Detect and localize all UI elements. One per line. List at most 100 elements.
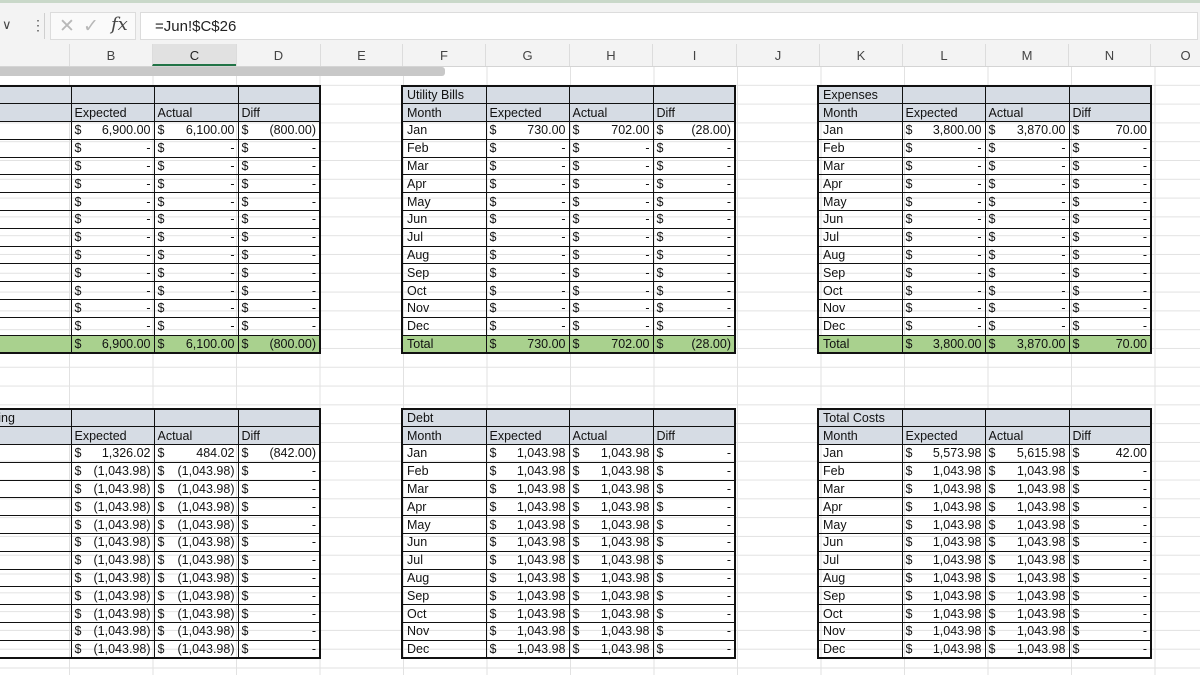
amount-cell[interactable]: $ -: [568, 192, 654, 212]
amount-cell[interactable]: $1,043.98: [984, 497, 1070, 517]
column-label[interactable]: Actual: [153, 426, 239, 446]
month-cell[interactable]: Apr: [401, 497, 487, 517]
amount-cell[interactable]: $ (1,043.98): [70, 604, 155, 624]
amount-cell[interactable]: $ -: [153, 156, 239, 176]
month-cell[interactable]: Jul: [401, 550, 487, 570]
amount-cell[interactable]: $ -: [237, 299, 321, 318]
amount-cell[interactable]: $ -: [652, 550, 736, 570]
amount-cell[interactable]: $1,043.98: [485, 550, 570, 570]
table-title[interactable]: Utility Bills: [401, 85, 487, 105]
month-cell[interactable]: Nov: [401, 622, 487, 641]
column-label[interactable]: [0, 103, 72, 123]
amount-cell[interactable]: $1,043.98: [901, 515, 986, 535]
amount-cell[interactable]: $ -: [70, 281, 155, 301]
month-cell[interactable]: May: [401, 192, 487, 212]
amount-cell[interactable]: $1,043.98: [568, 533, 654, 552]
month-cell[interactable]: Oct: [817, 604, 903, 624]
amount-cell[interactable]: $1,043.98: [568, 586, 654, 606]
amount-cell[interactable]: $ -: [485, 156, 570, 176]
amount-cell[interactable]: $1,043.98: [568, 604, 654, 624]
amount-cell[interactable]: $ -: [1068, 263, 1152, 283]
total-amount[interactable]: $3,800.00: [901, 334, 986, 354]
amount-cell[interactable]: $ (1,043.98): [153, 515, 239, 535]
amount-cell[interactable]: $ -: [984, 138, 1070, 158]
amount-cell[interactable]: $3,800.00: [901, 121, 986, 140]
amount-cell[interactable]: $ -: [984, 227, 1070, 247]
month-cell[interactable]: Feb: [401, 138, 487, 158]
amount-cell[interactable]: $1,043.98: [568, 550, 654, 570]
amount-cell[interactable]: $ -: [652, 210, 736, 229]
month-cell[interactable]: Apr: [817, 174, 903, 194]
amount-cell[interactable]: $ -: [237, 316, 321, 336]
amount-cell[interactable]: $ (1,043.98): [70, 461, 155, 481]
month-cell[interactable]: May: [401, 515, 487, 535]
amount-cell[interactable]: $ -: [652, 479, 736, 499]
amount-cell[interactable]: $ (800.00): [237, 121, 321, 140]
month-cell[interactable]: [0, 550, 72, 570]
amount-cell[interactable]: $ -: [70, 138, 155, 158]
column-header-d[interactable]: D: [236, 44, 320, 66]
amount-cell[interactable]: $ -: [652, 227, 736, 247]
cancel-icon[interactable]: ✕: [59, 16, 75, 37]
amount-cell[interactable]: $730.00: [485, 121, 570, 140]
amount-cell[interactable]: $ -: [652, 639, 736, 659]
amount-cell[interactable]: $ -: [568, 263, 654, 283]
amount-cell[interactable]: $ -: [568, 316, 654, 336]
amount-cell[interactable]: $ -: [901, 210, 986, 229]
amount-cell[interactable]: $ -: [237, 192, 321, 212]
total-amount[interactable]: $3,870.00: [984, 334, 1070, 354]
amount-cell[interactable]: $1,043.98: [568, 461, 654, 481]
title-empty-cell[interactable]: [1068, 85, 1152, 105]
amount-cell[interactable]: $ -: [984, 281, 1070, 301]
column-header-b[interactable]: B: [69, 44, 152, 66]
title-empty-cell[interactable]: [70, 85, 155, 105]
column-label[interactable]: Actual: [568, 103, 654, 123]
amount-cell[interactable]: $ -: [237, 461, 321, 481]
month-cell[interactable]: Aug: [817, 568, 903, 588]
table-title[interactable]: Debt: [401, 408, 487, 428]
column-label[interactable]: Diff: [237, 426, 321, 446]
title-empty-cell[interactable]: [652, 85, 736, 105]
total-amount[interactable]: $6,900.00: [70, 334, 155, 354]
amount-cell[interactable]: $ -: [652, 622, 736, 641]
column-header-i[interactable]: I: [652, 44, 736, 66]
month-cell[interactable]: Apr: [401, 174, 487, 194]
month-cell[interactable]: Dec: [401, 316, 487, 336]
amount-cell[interactable]: $ -: [568, 299, 654, 318]
column-label[interactable]: Expected: [70, 103, 155, 123]
amount-cell[interactable]: $ (1,043.98): [153, 604, 239, 624]
amount-cell[interactable]: $42.00: [1068, 444, 1152, 463]
amount-cell[interactable]: $ -: [153, 138, 239, 158]
month-cell[interactable]: [0, 299, 72, 318]
amount-cell[interactable]: $6,100.00: [153, 121, 239, 140]
month-cell[interactable]: Feb: [401, 461, 487, 481]
amount-cell[interactable]: $702.00: [568, 121, 654, 140]
amount-cell[interactable]: $ -: [237, 138, 321, 158]
amount-cell[interactable]: $ -: [652, 568, 736, 588]
amount-cell[interactable]: $ -: [1068, 604, 1152, 624]
month-cell[interactable]: Oct: [401, 281, 487, 301]
column-header-l[interactable]: L: [902, 44, 985, 66]
amount-cell[interactable]: $ -: [237, 550, 321, 570]
amount-cell[interactable]: $1,043.98: [485, 461, 570, 481]
month-cell[interactable]: Apr: [817, 497, 903, 517]
title-empty-cell[interactable]: [237, 85, 321, 105]
amount-cell[interactable]: $ -: [652, 586, 736, 606]
horizontal-scrollbar[interactable]: [0, 67, 445, 76]
column-label[interactable]: Expected: [901, 103, 986, 123]
table-title[interactable]: [0, 85, 72, 105]
title-empty-cell[interactable]: [568, 85, 654, 105]
month-cell[interactable]: Mar: [817, 479, 903, 499]
table-title[interactable]: Expenses: [817, 85, 903, 105]
amount-cell[interactable]: $1,043.98: [568, 568, 654, 588]
column-label[interactable]: Diff: [1068, 426, 1152, 446]
amount-cell[interactable]: $ -: [237, 174, 321, 194]
table-title[interactable]: Total Costs: [817, 408, 903, 428]
month-cell[interactable]: [0, 622, 72, 641]
amount-cell[interactable]: $ -: [652, 174, 736, 194]
column-header-g[interactable]: G: [485, 44, 569, 66]
amount-cell[interactable]: $1,043.98: [901, 533, 986, 552]
title-empty-cell[interactable]: [70, 408, 155, 428]
month-cell[interactable]: [0, 316, 72, 336]
amount-cell[interactable]: $ -: [1068, 533, 1152, 552]
